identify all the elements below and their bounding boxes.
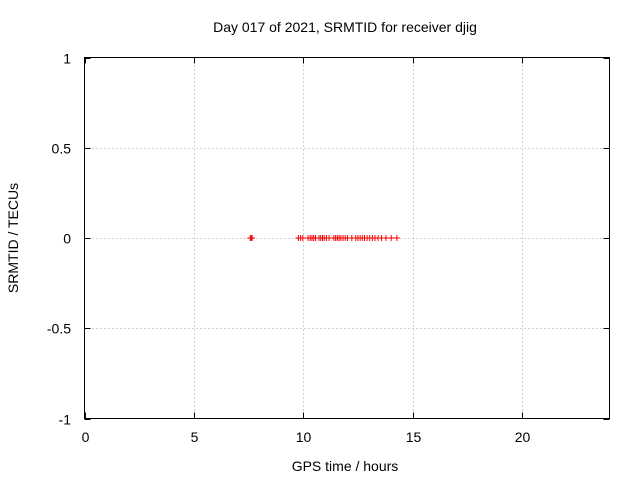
y-tick-label: -1 <box>59 412 72 428</box>
y-tick-label: 0.5 <box>52 141 72 157</box>
y-tick-label: 1 <box>63 51 71 67</box>
chart-title: Day 017 of 2021, SRMTID for receiver dji… <box>213 19 477 35</box>
x-tick-label: 10 <box>296 429 312 445</box>
data-point <box>382 235 389 241</box>
x-tick-label: 20 <box>515 429 531 445</box>
tick-labels: 0 5 10 15 20 1 0.5 0 -0.5 -1 <box>47 51 531 446</box>
x-tick-label: 15 <box>406 429 422 445</box>
data-point <box>299 235 306 241</box>
x-tick-label: 5 <box>191 429 199 445</box>
x-axis-label: GPS time / hours <box>292 458 399 474</box>
y-tick-label: 0 <box>63 231 71 247</box>
data-point <box>388 235 395 241</box>
x-tick-label: 0 <box>82 429 90 445</box>
data-point <box>249 235 256 241</box>
y-axis-label: SRMTID / TECUs <box>5 183 21 293</box>
y-tick-label: -0.5 <box>47 321 71 337</box>
ticks <box>84 57 610 420</box>
grid <box>84 57 610 419</box>
data-point <box>393 235 400 241</box>
data-points <box>247 235 400 241</box>
